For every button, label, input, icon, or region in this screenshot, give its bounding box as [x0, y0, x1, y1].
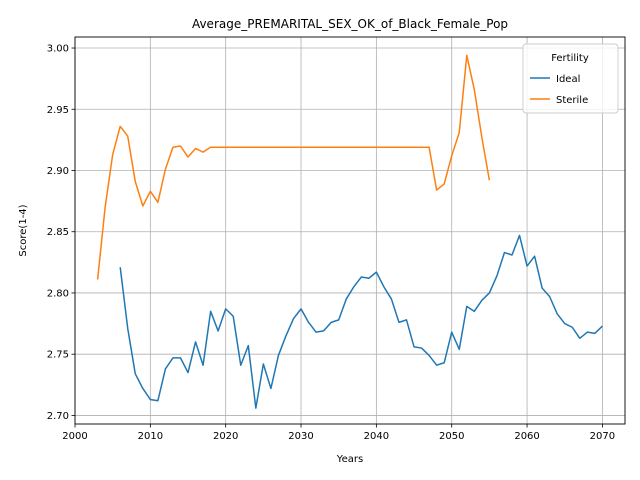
y-tick-label: 2.85	[47, 227, 69, 238]
x-tick-label: 2000	[62, 431, 87, 442]
y-tick-label: 2.80	[47, 288, 69, 299]
x-tick-label: 2040	[364, 431, 389, 442]
legend-label-sterile: Sterile	[556, 95, 588, 106]
y-tick-label: 2.70	[47, 411, 69, 422]
y-tick-label: 2.75	[47, 350, 69, 361]
legend-box	[522, 43, 619, 114]
x-tick-label: 2070	[590, 431, 615, 442]
legend-label-ideal: Ideal	[556, 74, 580, 85]
x-axis-ticks: 2000 2010 2020 2030 2040 2050 2060 2070	[62, 424, 615, 442]
x-tick-label: 2060	[514, 431, 539, 442]
x-tick-label: 2050	[439, 431, 464, 442]
series-line-sterile	[96, 54, 491, 280]
legend-title: Fertility	[551, 53, 589, 64]
x-tick-label: 2010	[138, 431, 163, 442]
y-axis-ticks: 2.70 2.75 2.80 2.85 2.90 2.95 3.00	[47, 44, 75, 422]
series-line-ideal	[119, 234, 603, 409]
legend: Fertility Ideal Sterile	[522, 43, 619, 114]
chart-title: Average_PREMARITAL_SEX_OK_of_Black_Femal…	[192, 17, 508, 31]
y-axis-title: Score(1-4)	[18, 204, 29, 256]
x-tick-label: 2020	[213, 431, 238, 442]
y-tick-label: 3.00	[47, 44, 69, 55]
x-tick-label: 2030	[288, 431, 313, 442]
x-axis-title: Years	[336, 454, 363, 465]
y-tick-label: 2.95	[47, 105, 69, 116]
y-tick-label: 2.90	[47, 166, 69, 177]
plot-frame	[74, 36, 626, 425]
series-lines	[96, 54, 603, 409]
